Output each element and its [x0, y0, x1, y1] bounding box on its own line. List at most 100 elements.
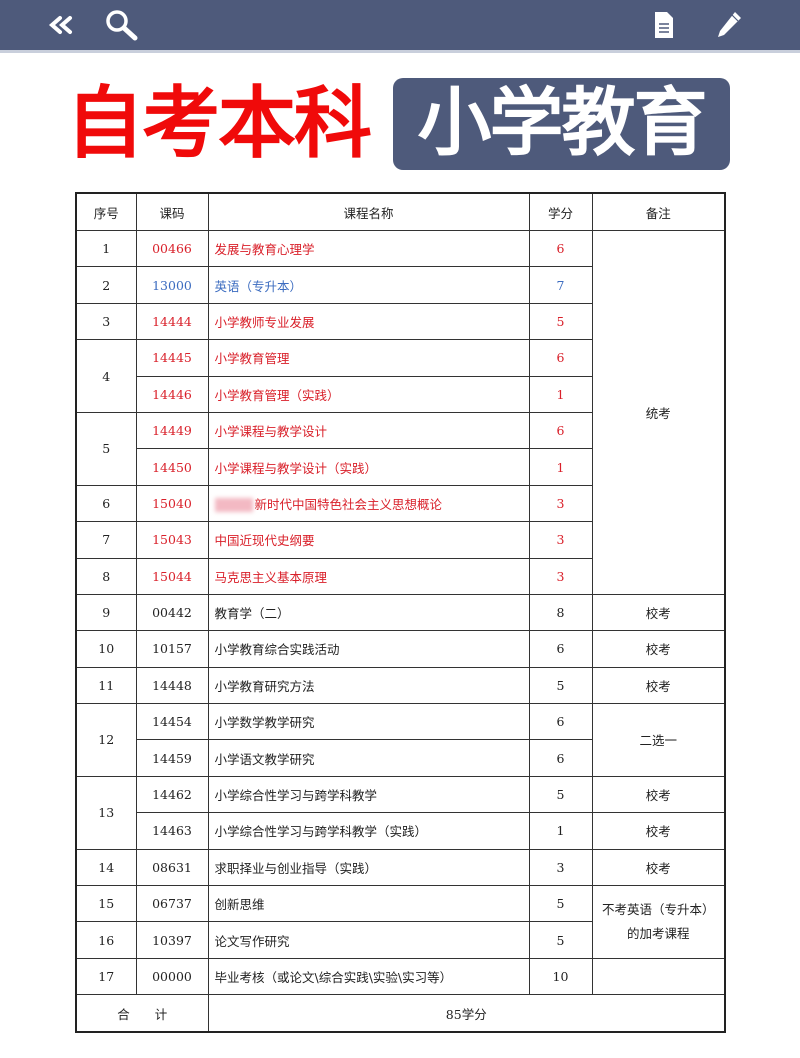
- course-name-text: 小学综合性学习与跨学科教学: [214, 788, 378, 804]
- course-name-text: 英语（专升本）: [214, 278, 303, 294]
- course-name: 小学教育研究方法: [207, 666, 530, 705]
- total-label: 合 计: [75, 994, 209, 1033]
- row-number: 5: [75, 411, 137, 486]
- table-row: 14450 小学课程与教学设计（实践） 1: [76, 448, 725, 486]
- course-credits: 6: [528, 630, 593, 668]
- row-number: 10: [75, 630, 137, 668]
- course-code: 14449: [135, 411, 209, 450]
- row-number: 3: [75, 302, 137, 341]
- row-number: 6: [75, 484, 137, 523]
- blurred-text: [214, 498, 253, 513]
- table-row: 17 00000 毕业考核（或论文\综合实践\实验\实习等） 10: [75, 957, 726, 996]
- course-name-text: 小学教师专业发展: [214, 314, 315, 330]
- course-name-text: 创新思维: [214, 897, 265, 913]
- course-name: 发展与教育心理学: [207, 229, 530, 268]
- table-row: 16 10397 论文写作研究 5: [75, 921, 725, 959]
- pencil-icon[interactable]: [712, 10, 746, 40]
- course-name: 马克思主义基本原理: [207, 557, 530, 595]
- remark-cell: 校考: [591, 848, 726, 887]
- row-number: 7: [75, 521, 137, 559]
- course-credits: 3: [528, 557, 593, 595]
- course-code: 14445: [135, 339, 209, 377]
- table-header-row: 序号 课码 课程名称 学分 备注: [75, 192, 726, 231]
- table-row: 11 14448 小学教育研究方法 5 校考: [75, 666, 726, 705]
- course-name-text: 小学综合性学习与跨学科教学（实践）: [214, 824, 428, 840]
- remark-cell: 统考: [591, 230, 726, 595]
- table-row: 9 00442 教育学（二） 8 校考: [75, 593, 726, 632]
- top-toolbar: [0, 0, 800, 53]
- row-number: 4: [75, 339, 137, 413]
- header-credits: 学分: [528, 192, 593, 231]
- course-code: 10157: [135, 630, 209, 668]
- course-code: 14459: [135, 739, 209, 777]
- course-name-text: 论文写作研究: [214, 933, 290, 949]
- course-name: 创新思维: [207, 885, 530, 923]
- course-code: 08631: [135, 848, 209, 887]
- document-icon[interactable]: [650, 10, 678, 40]
- course-credits: 5: [528, 302, 593, 341]
- course-code: 15043: [135, 521, 209, 559]
- remark-cell: 不考英语（专升本）的加考课程: [591, 885, 726, 959]
- table-body: 1 00466 发展与教育心理学 6 统考 2 13000 英语（专升本） 7 3 14444 小学教…: [75, 229, 726, 996]
- course-code: 06737: [135, 885, 209, 923]
- table-row: 5 14449 小学课程与教学设计 6: [75, 411, 725, 486]
- course-code: 14463: [135, 812, 209, 850]
- course-credits: 10: [528, 957, 593, 996]
- course-name: 小学课程与教学设计（实践）: [207, 448, 530, 486]
- row-number: 2: [75, 266, 137, 304]
- course-code: 14450: [135, 448, 209, 486]
- course-name-text: 小学课程与教学设计（实践）: [214, 460, 378, 476]
- course-code: 14454: [135, 703, 209, 741]
- course-credits: 5: [528, 666, 593, 705]
- course-name-text: 小学教育综合实践活动: [214, 642, 340, 658]
- title-box-text: 小学教育: [393, 78, 730, 170]
- course-name-text: 小学教育管理（实践）: [214, 387, 340, 403]
- header-code: 课码: [135, 192, 209, 231]
- course-credits: 7: [528, 266, 593, 304]
- total-row: 合 计 85学分: [75, 994, 726, 1033]
- course-name: 英语（专升本）: [207, 266, 530, 304]
- course-name-text: 中国近现代史纲要: [214, 533, 315, 549]
- search-icon[interactable]: [102, 10, 142, 41]
- course-credits: 1: [528, 812, 593, 850]
- course-name-text: 小学教育研究方法: [214, 678, 315, 694]
- course-code: 00466: [135, 229, 209, 268]
- course-credits: 6: [528, 739, 593, 777]
- course-name-text: 教育学（二）: [214, 606, 290, 622]
- course-name: 小学教育管理: [207, 339, 530, 377]
- header-name: 课程名称: [207, 192, 530, 231]
- remark-cell: 校考: [591, 812, 726, 850]
- course-credits: 3: [528, 521, 593, 559]
- table-row: 15 06737 创新思维 5 不考英语（专升本）的加考课程: [75, 885, 726, 959]
- table-row: 4 14445 小学教育管理 6: [75, 339, 725, 413]
- course-credits: 8: [528, 593, 593, 632]
- course-credits: 3: [528, 484, 593, 523]
- row-number: 11: [75, 666, 137, 705]
- remark-cell: 校考: [591, 593, 726, 632]
- course-credits: 3: [528, 848, 593, 887]
- table-row: 3 14444 小学教师专业发展 5: [75, 302, 725, 341]
- course-credits: 1: [528, 448, 593, 486]
- course-name-text: 小学数学教学研究: [214, 715, 315, 731]
- row-number: 13: [75, 775, 137, 850]
- course-credits: 6: [528, 703, 593, 741]
- course-name: 小学教育管理（实践）: [207, 375, 530, 413]
- row-number: 17: [75, 957, 137, 996]
- course-name: 小学综合性学习与跨学科教学（实践）: [207, 812, 530, 850]
- table-row: 12 14454 小学数学教学研究 6 二选一: [75, 703, 726, 777]
- course-table: 序号 课码 课程名称 学分 备注 1 00466 发展与教育心理学 6 统考 2 13000…: [75, 192, 726, 1034]
- course-credits: 6: [528, 411, 593, 450]
- title-red-text: 自考本科: [66, 79, 372, 169]
- double-chevron-left-icon[interactable]: [44, 10, 78, 40]
- course-code: 13000: [135, 266, 209, 304]
- course-code: 14446: [135, 375, 209, 413]
- course-credits: 5: [528, 885, 593, 923]
- course-name: 小学教育综合实践活动: [207, 630, 530, 668]
- course-name-text: 毕业考核（或论文\综合实践\实验\实习等）: [214, 970, 453, 985]
- row-number: 9: [75, 593, 137, 632]
- header-no: 序号: [75, 192, 137, 231]
- row-number: 1: [75, 229, 137, 268]
- header-remarks: 备注: [591, 192, 726, 231]
- row-number: 8: [75, 557, 137, 595]
- course-credits: 6: [528, 229, 593, 268]
